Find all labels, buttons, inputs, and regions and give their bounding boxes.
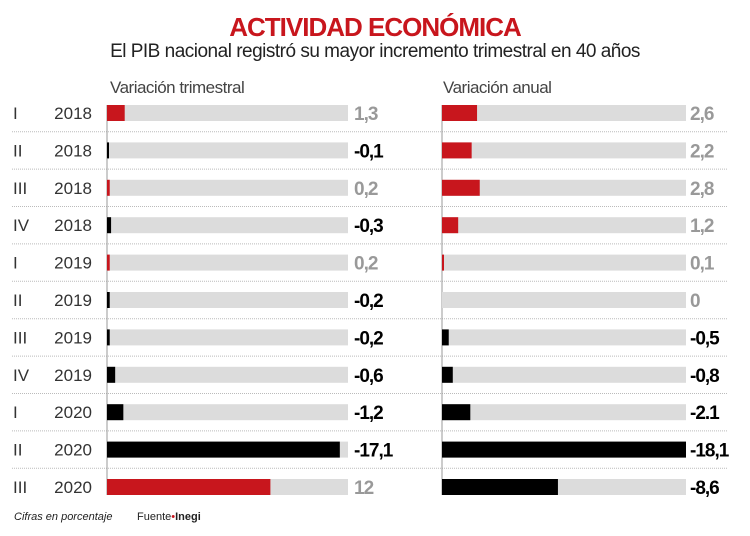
bar: [442, 441, 686, 458]
bar: [442, 105, 478, 121]
bar-track: [442, 254, 686, 271]
data-label: -0,5: [690, 328, 720, 349]
category-quarter: I: [13, 104, 18, 123]
category-quarter: I: [13, 254, 18, 273]
category-year: 2019: [54, 254, 92, 273]
data-label: -2.1: [690, 403, 720, 424]
category-quarter: III: [13, 478, 27, 497]
category-quarter: III: [13, 179, 27, 198]
bar: [442, 329, 449, 346]
bar-track: [107, 142, 348, 159]
bar-track: [442, 292, 686, 308]
data-label: 12: [354, 478, 374, 499]
data-label: 0,1: [690, 254, 715, 275]
category-year: 2019: [54, 328, 92, 347]
bar-track: [442, 142, 686, 159]
bar-track: [107, 179, 348, 196]
bar-track: [107, 366, 348, 383]
bar: [442, 179, 480, 196]
bar: [442, 217, 459, 234]
data-label: -1,2: [354, 403, 383, 424]
bar-track: [107, 217, 348, 234]
bar: [442, 479, 558, 495]
bar-track: [442, 179, 686, 196]
data-label: 0: [690, 291, 700, 312]
category-quarter: IV: [13, 366, 30, 385]
bar: [107, 479, 271, 495]
data-label: -0,3: [354, 216, 383, 237]
bar-track: [442, 217, 686, 234]
category-year: 2019: [54, 291, 92, 310]
category-year: 2018: [54, 141, 92, 160]
bar-track: [442, 404, 686, 421]
data-label: 1,3: [354, 104, 378, 125]
source-label: Fuente: [137, 511, 172, 523]
bar-track: [107, 105, 348, 121]
bar: [107, 292, 110, 308]
panel-title-quarterly: Variación trimestral: [110, 78, 245, 97]
bar-track: [442, 329, 686, 346]
data-label: 2,2: [690, 141, 714, 162]
category-quarter: II: [13, 291, 22, 310]
bar-track: [107, 292, 348, 308]
bar-track: [107, 329, 348, 346]
bar: [107, 142, 109, 159]
data-label: -18,1: [690, 441, 730, 462]
category-quarter: II: [13, 441, 22, 460]
data-label: 2,8: [690, 179, 714, 200]
category-quarter: IV: [13, 216, 30, 235]
category-year: 2020: [54, 403, 92, 422]
category-quarter: II: [13, 141, 22, 160]
bar: [107, 105, 125, 121]
data-label: -8,6: [690, 478, 719, 499]
category-year: 2019: [54, 366, 92, 385]
bar: [107, 254, 110, 271]
category-year: 2018: [54, 104, 92, 123]
bar-track: [442, 105, 686, 121]
bar: [107, 404, 124, 421]
category-year: 2018: [54, 179, 92, 198]
data-label: 0,2: [354, 179, 378, 200]
source-name: Inegi: [175, 511, 201, 523]
footer-note: Cifras en porcentaje: [14, 511, 113, 523]
footer-source: Fuente•Inegi: [137, 511, 201, 523]
panel-title-annual: Variación anual: [443, 78, 552, 97]
bar: [107, 217, 112, 234]
data-label: -0,8: [690, 366, 719, 387]
data-label: 2,6: [690, 104, 714, 125]
bar: [107, 441, 340, 458]
chart-subtitle: El PIB nacional registró su mayor increm…: [110, 41, 640, 62]
bar: [107, 366, 116, 383]
bar: [107, 329, 110, 346]
data-label: 0,2: [354, 254, 378, 275]
data-label: -0,2: [354, 291, 383, 312]
category-year: 2020: [54, 441, 92, 460]
category-year: 2018: [54, 216, 92, 235]
bar: [107, 179, 110, 196]
data-label: -0,6: [354, 366, 383, 387]
bar-track: [107, 404, 348, 421]
bar-track: [442, 366, 686, 383]
data-label: 1,2: [690, 216, 714, 237]
bar: [442, 254, 444, 271]
bar: [442, 142, 472, 159]
data-label: -0,2: [354, 328, 383, 349]
category-quarter: III: [13, 328, 27, 347]
data-label: -17,1: [354, 441, 394, 462]
category-quarter: I: [13, 403, 18, 422]
chart-title: ACTIVIDAD ECONÓMICA: [229, 12, 522, 42]
bar: [442, 366, 453, 383]
bar-track: [107, 254, 348, 271]
bar: [442, 404, 471, 421]
data-label: -0,1: [354, 141, 384, 162]
category-year: 2020: [54, 478, 92, 497]
